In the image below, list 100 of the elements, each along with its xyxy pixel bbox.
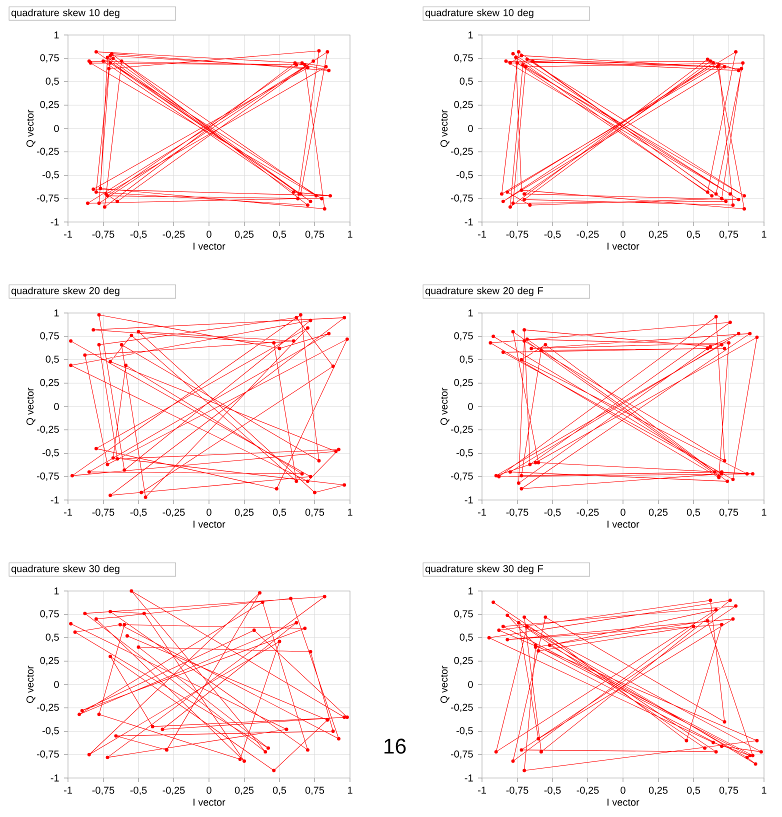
chart-title: quadrature skew 20 deg F [425,286,544,296]
x-tick-label: 1 [348,786,352,794]
y-tick-label: -0,5 [456,171,473,180]
y-tick-label: 0 [54,680,59,688]
y-tick-label: 0,75 [40,332,59,340]
y-tick-label: -0,25 [450,704,473,712]
y-tick-label: -0,75 [450,750,473,759]
y-tick-label: -0,75 [450,472,473,481]
y-tick-label: 0 [468,402,473,410]
x-axis-title: I vector [608,242,640,250]
x-tick-label: -0,5 [130,508,147,517]
x-tick-label: -1 [64,508,72,516]
x-axis-title: I vector [608,798,640,806]
x-tick-label: 0 [206,508,212,516]
y-axis-title: Q vector [26,666,36,703]
x-tick-label: 1 [348,508,352,516]
x-tick-label: 0,75 [719,786,738,795]
x-tick-label: 0 [620,230,626,238]
y-tick-label: -1 [464,496,473,504]
x-tick-label: 0 [620,786,626,794]
y-axis-title: Q vector [440,388,450,425]
y-tick-label: -1 [464,218,473,226]
chart-title: quadrature skew 30 deg F [425,564,544,574]
x-tick-label: 0,25 [234,786,254,795]
x-tick-label: -0,5 [544,786,561,795]
x-tick-label: -0,75 [92,230,114,239]
y-tick-label: 0,25 [40,378,59,388]
y-tick-label: 0 [468,124,473,132]
x-axis-title: I vector [608,520,640,528]
y-tick-label: -0,75 [36,194,59,203]
chart-title: quadrature skew 10 deg [11,8,120,18]
y-tick-label: -0,25 [450,148,473,156]
y-tick-label: -1 [464,774,473,782]
x-tick-label: 0,75 [719,508,738,517]
y-tick-label: 0,75 [40,54,59,62]
x-axis-title: I vector [194,242,226,250]
text: 16 [384,738,406,754]
x-tick-label: -0,25 [162,230,185,239]
x-tick-label: 1 [762,230,766,238]
y-tick-label: 1 [468,310,473,316]
x-tick-label: 0 [206,786,212,794]
y-tick-label: 0,75 [40,610,59,618]
x-tick-label: -0,25 [576,786,599,795]
y-tick-label: -0,75 [36,472,59,481]
y-tick-label: 0,25 [454,378,473,388]
x-tick-label: 1 [762,786,766,794]
x-tick-label: 0,75 [305,508,324,517]
x-tick-label: -0,25 [162,786,185,795]
x-tick-label: 1 [348,230,352,238]
x-tick-label: -0,25 [576,230,599,239]
chart-title: quadrature skew 30 deg [11,564,120,574]
y-tick-label: -1 [50,774,59,782]
x-axis-title: I vector [194,798,226,806]
x-tick-label: -1 [64,786,72,794]
x-tick-label: 0,5 [272,230,286,239]
x-tick-label: -0,25 [576,508,599,517]
y-axis-title: Q vector [26,110,36,147]
y-tick-label: 0,25 [454,656,473,666]
y-tick-label: -0,25 [36,426,59,434]
y-tick-label: 0 [468,680,473,688]
y-tick-label: -1 [50,218,59,226]
y-tick-label: -0,5 [456,727,473,736]
chart-title: quadrature skew 10 deg [425,8,534,18]
y-tick-label: 0,5 [460,634,473,642]
x-tick-label: 0,5 [272,508,286,517]
y-tick-label: 1 [54,588,59,594]
y-tick-label: 0,75 [454,332,473,340]
y-tick-label: 0,5 [460,356,473,364]
y-tick-label: -0,75 [36,750,59,759]
x-tick-label: 0,5 [686,786,700,795]
x-tick-label: -0,75 [92,508,114,517]
y-tick-label: -1 [50,496,59,504]
x-tick-label: 0,5 [686,230,700,239]
y-axis-title: Q vector [440,110,450,147]
y-tick-label: 0,25 [40,656,59,666]
y-tick-label: -0,5 [42,171,59,180]
x-tick-label: -0,75 [506,786,528,795]
x-tick-label: -0,5 [544,508,561,517]
x-tick-label: -0,75 [92,786,114,795]
y-tick-label: 0,25 [40,100,59,110]
y-tick-label: -0,5 [456,449,473,458]
y-tick-label: 1 [468,588,473,594]
x-tick-label: -1 [478,230,486,238]
y-tick-label: -0,25 [36,148,59,156]
y-tick-label: -0,25 [36,704,59,712]
x-tick-label: -0,5 [130,230,147,239]
x-tick-label: -1 [64,230,72,238]
y-tick-label: 0 [54,402,59,410]
y-tick-label: 1 [54,32,59,38]
x-tick-label: 0,25 [648,230,668,239]
x-tick-label: 0,25 [234,508,254,517]
x-tick-label: 0 [206,230,212,238]
y-axis-title: Q vector [440,666,450,703]
y-tick-label: -0,5 [42,727,59,736]
x-tick-label: 0,25 [648,786,668,795]
x-tick-label: -0,75 [506,508,528,517]
x-tick-label: 0,5 [686,508,700,517]
y-tick-label: 0,75 [454,54,473,62]
x-tick-label: 0,75 [719,230,738,239]
x-tick-label: -1 [478,508,486,516]
